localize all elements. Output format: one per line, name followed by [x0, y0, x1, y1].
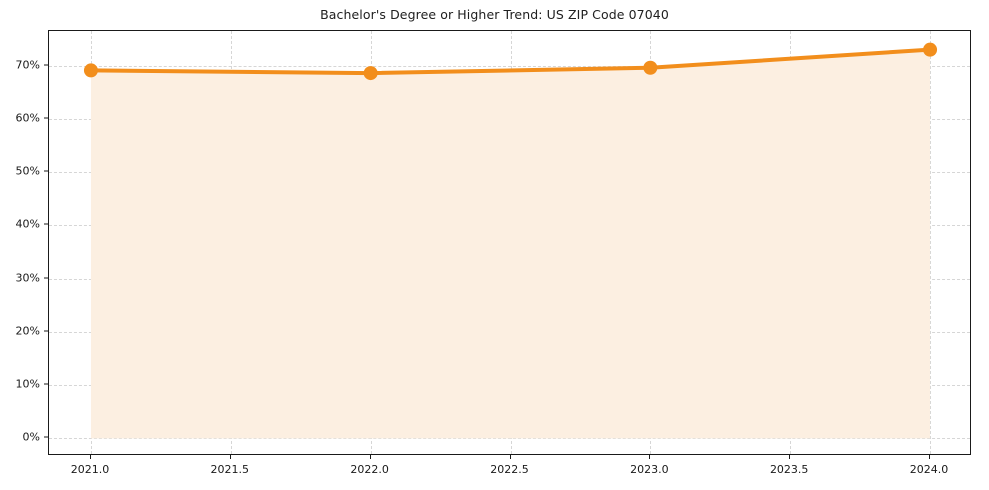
- x-tick-label: 2021.0: [70, 463, 110, 476]
- x-tick-mark: [929, 455, 931, 459]
- gridline-horizontal: [49, 438, 970, 440]
- gridline-vertical: [930, 31, 932, 454]
- y-tick-label: 20%: [15, 324, 40, 338]
- trend-line: [88, 47, 933, 76]
- x-tick-mark: [649, 455, 651, 459]
- x-tick-mark: [89, 455, 91, 459]
- y-tick-label: 40%: [15, 217, 40, 231]
- y-tick-label: 30%: [15, 271, 40, 285]
- x-tick-label: 2023.5: [769, 463, 809, 476]
- x-tick-mark: [229, 455, 231, 459]
- x-tick-label: 2022.5: [490, 463, 529, 476]
- x-tick-mark: [789, 455, 791, 459]
- area-fill: [90, 49, 931, 439]
- data-point-marker: [83, 63, 98, 78]
- x-tick-label: 2022.0: [350, 463, 389, 476]
- y-tick-label: 70%: [15, 58, 40, 72]
- y-tick-label: 10%: [15, 377, 40, 391]
- x-tick-label: 2024.0: [909, 463, 949, 476]
- data-series-layer: [83, 42, 938, 439]
- x-tick-mark: [369, 455, 371, 459]
- data-point-marker: [643, 60, 658, 75]
- x-tick-mark: [509, 455, 511, 459]
- y-tick-label: 50%: [15, 164, 40, 178]
- chart-title: Bachelor's Degree or Higher Trend: US ZI…: [320, 7, 669, 22]
- x-tick-label: 2021.5: [210, 463, 250, 476]
- data-point-marker: [923, 42, 938, 57]
- data-point-markers: [83, 42, 938, 81]
- y-tick-label: 0%: [22, 430, 40, 444]
- plot-area: [48, 30, 971, 455]
- x-tick-label: 2023.0: [630, 463, 669, 476]
- y-tick-label: 60%: [15, 111, 40, 125]
- data-point-marker: [363, 66, 378, 81]
- gridline-horizontal: [49, 65, 970, 67]
